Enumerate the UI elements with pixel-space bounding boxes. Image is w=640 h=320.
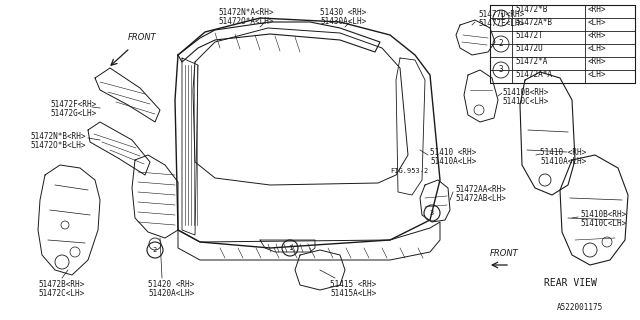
Text: 51472N*A<RH>: 51472N*A<RH> xyxy=(218,8,273,17)
Text: 51472B<RH>: 51472B<RH> xyxy=(38,280,84,289)
Text: 51472*A: 51472*A xyxy=(515,57,547,66)
Text: <LH>: <LH> xyxy=(588,44,607,53)
Text: 51420 <RH>: 51420 <RH> xyxy=(148,280,195,289)
Text: 3: 3 xyxy=(430,210,434,216)
Text: 51420A<LH>: 51420A<LH> xyxy=(148,289,195,298)
Text: 51472O*A<LH>: 51472O*A<LH> xyxy=(218,17,273,26)
Text: 51472A*A: 51472A*A xyxy=(515,70,552,79)
Text: <RH>: <RH> xyxy=(588,57,607,66)
Text: 51410C<LH>: 51410C<LH> xyxy=(580,219,627,228)
Text: <LH>: <LH> xyxy=(588,70,607,79)
Text: 51472O*B<LH>: 51472O*B<LH> xyxy=(30,141,86,150)
Text: 51477D<RH>: 51477D<RH> xyxy=(478,10,524,19)
Text: 51415 <RH>: 51415 <RH> xyxy=(330,280,376,289)
Text: 51472A*B: 51472A*B xyxy=(515,18,552,27)
Text: 2: 2 xyxy=(153,247,157,253)
Text: <RH>: <RH> xyxy=(588,5,607,14)
Text: 51472T: 51472T xyxy=(515,31,543,40)
Text: 51472AA<RH>: 51472AA<RH> xyxy=(455,185,506,194)
Text: FIG.953-2: FIG.953-2 xyxy=(390,168,428,174)
Text: <LH>: <LH> xyxy=(588,18,607,27)
Text: 51472N*B<RH>: 51472N*B<RH> xyxy=(30,132,86,141)
Text: 51415A<LH>: 51415A<LH> xyxy=(330,289,376,298)
Text: 51472AB<LH>: 51472AB<LH> xyxy=(455,194,506,203)
Text: 51472G<LH>: 51472G<LH> xyxy=(50,109,96,118)
Text: 51472*B: 51472*B xyxy=(515,5,547,14)
Text: 51410 <RH>: 51410 <RH> xyxy=(430,148,476,157)
Text: 51410 <RH>: 51410 <RH> xyxy=(540,148,586,157)
Text: 51472C<LH>: 51472C<LH> xyxy=(38,289,84,298)
Text: 1: 1 xyxy=(499,13,503,22)
Text: 2: 2 xyxy=(499,39,503,49)
Text: 51410B<RH>: 51410B<RH> xyxy=(502,88,548,97)
Text: 51472U: 51472U xyxy=(515,44,543,53)
Text: 3: 3 xyxy=(499,66,503,75)
Text: 51410A<LH>: 51410A<LH> xyxy=(540,157,586,166)
Text: 51410B<RH>: 51410B<RH> xyxy=(580,210,627,219)
Text: A522001175: A522001175 xyxy=(557,303,603,312)
Text: 51472F<RH>: 51472F<RH> xyxy=(50,100,96,109)
Text: 51477E<LH>: 51477E<LH> xyxy=(478,19,524,28)
Text: 51410A<LH>: 51410A<LH> xyxy=(430,157,476,166)
Text: 51430A<LH>: 51430A<LH> xyxy=(320,17,366,26)
Text: FRONT: FRONT xyxy=(128,33,157,42)
Bar xyxy=(490,5,635,83)
Text: 1: 1 xyxy=(288,245,292,251)
Text: 51430 <RH>: 51430 <RH> xyxy=(320,8,366,17)
Text: REAR VIEW: REAR VIEW xyxy=(543,278,596,288)
Text: <RH>: <RH> xyxy=(588,31,607,40)
Text: 51410C<LH>: 51410C<LH> xyxy=(502,97,548,106)
Text: FRONT: FRONT xyxy=(490,249,519,258)
